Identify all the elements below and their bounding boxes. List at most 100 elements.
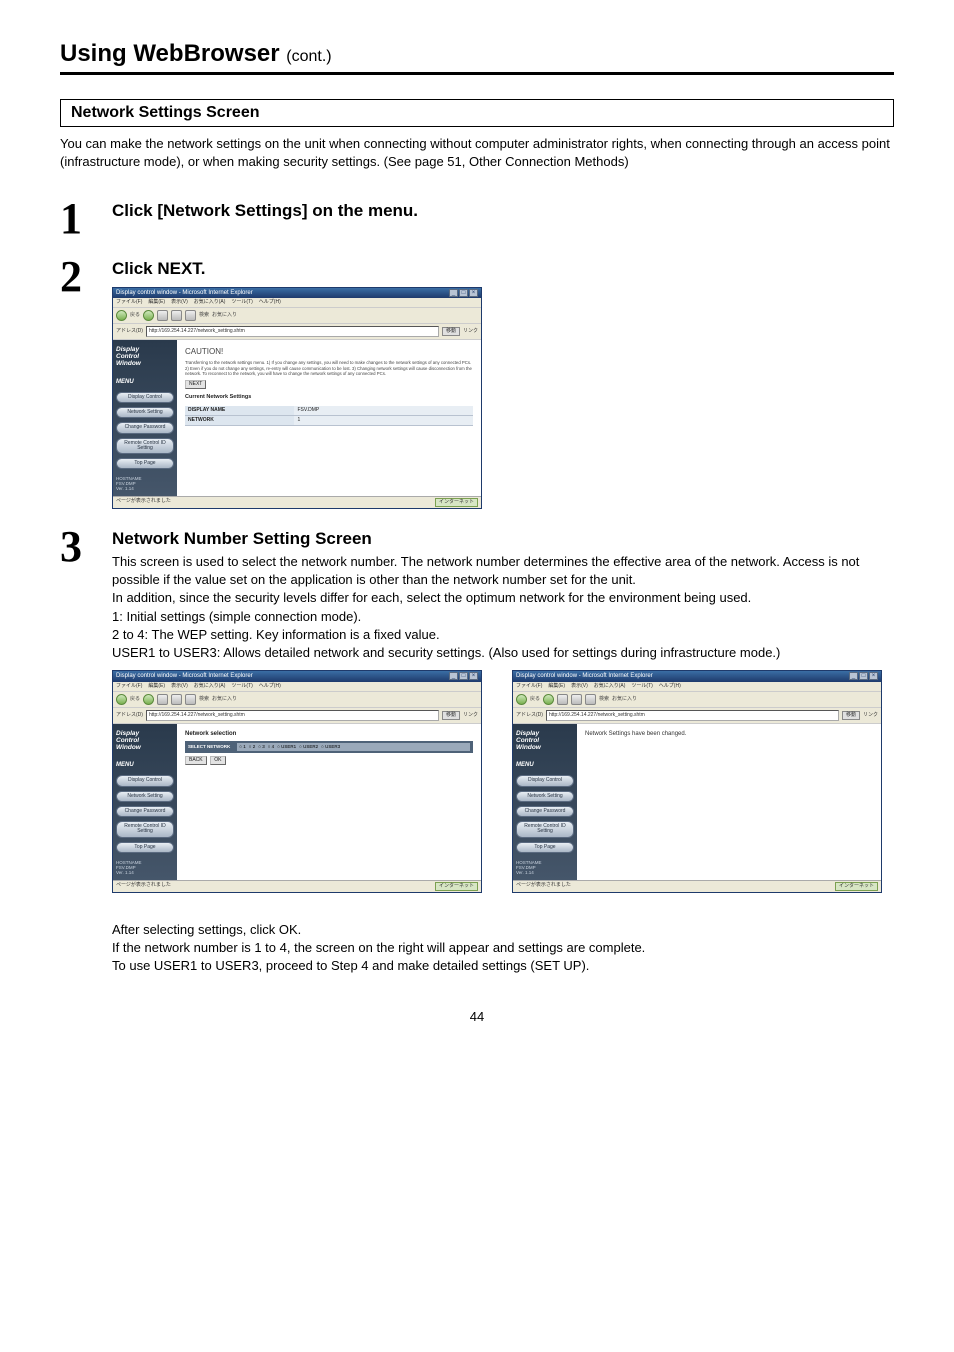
sidebar-item-remote-control[interactable]: Remote Control ID Setting bbox=[116, 821, 174, 838]
ok-button[interactable]: OK bbox=[210, 756, 225, 765]
network-option-3[interactable]: 3 bbox=[258, 744, 264, 750]
home-button[interactable] bbox=[185, 310, 196, 321]
back-button[interactable]: BACK bbox=[185, 756, 207, 765]
links-label[interactable]: リンク bbox=[463, 328, 478, 335]
network-option-1[interactable]: 1 bbox=[239, 744, 245, 750]
menu-tools[interactable]: ツール(T) bbox=[631, 683, 652, 690]
sidebar-item-network-setting[interactable]: Network Setting bbox=[116, 791, 174, 802]
back-button[interactable] bbox=[116, 694, 127, 705]
close-button[interactable]: × bbox=[469, 289, 478, 297]
menu-edit[interactable]: 編集(E) bbox=[548, 683, 565, 690]
network-option-user3[interactable]: USER3 bbox=[321, 744, 340, 750]
menu-help[interactable]: ヘルプ(H) bbox=[259, 683, 281, 690]
sidebar-item-top-page[interactable]: Top Page bbox=[516, 842, 574, 853]
sidebar-item-top-page[interactable]: Top Page bbox=[116, 458, 174, 469]
minimize-button[interactable]: _ bbox=[449, 672, 458, 680]
status-text: ページが表示されました bbox=[516, 882, 571, 891]
sidebar-item-display-control[interactable]: Display Control bbox=[116, 775, 174, 786]
sidebar-item-remote-control[interactable]: Remote Control ID Setting bbox=[116, 438, 174, 455]
ie-statusbar: ページが表示されました インターネット bbox=[113, 880, 481, 892]
back-label: 戻る bbox=[530, 696, 540, 703]
menu-edit[interactable]: 編集(E) bbox=[148, 683, 165, 690]
home-button[interactable] bbox=[185, 694, 196, 705]
links-label[interactable]: リンク bbox=[863, 712, 878, 719]
sidebar-item-top-page[interactable]: Top Page bbox=[116, 842, 174, 853]
menu-view[interactable]: 表示(V) bbox=[171, 683, 188, 690]
sidebar-item-change-password[interactable]: Change Password bbox=[116, 422, 174, 433]
ie-menubar[interactable]: ファイル(F) 編集(E) 表示(V) お気に入り(A) ツール(T) ヘルプ(… bbox=[113, 298, 481, 307]
refresh-button[interactable] bbox=[571, 694, 582, 705]
refresh-button[interactable] bbox=[171, 310, 182, 321]
go-button[interactable]: 移動 bbox=[442, 711, 460, 720]
network-option-user2[interactable]: USER2 bbox=[299, 744, 318, 750]
minimize-button[interactable]: _ bbox=[449, 289, 458, 297]
network-option-4[interactable]: 4 bbox=[268, 744, 274, 750]
status-text: ページが表示されました bbox=[116, 882, 171, 891]
menu-favorites[interactable]: お気に入り(A) bbox=[194, 299, 226, 306]
step-1-number: 1 bbox=[60, 199, 96, 239]
menu-help[interactable]: ヘルプ(H) bbox=[659, 683, 681, 690]
status-zone: インターネット bbox=[835, 882, 878, 891]
menu-file[interactable]: ファイル(F) bbox=[516, 683, 542, 690]
ie-sidebar: Display Control Window MENU Display Cont… bbox=[113, 724, 177, 880]
favorites-label[interactable]: お気に入り bbox=[212, 312, 237, 319]
forward-button[interactable] bbox=[143, 694, 154, 705]
home-button[interactable] bbox=[585, 694, 596, 705]
stop-button[interactable] bbox=[157, 310, 168, 321]
sidebar-item-display-control[interactable]: Display Control bbox=[516, 775, 574, 786]
minimize-button[interactable]: _ bbox=[849, 672, 858, 680]
ie-menubar[interactable]: ファイル(F) 編集(E) 表示(V) お気に入り(A) ツール(T) ヘルプ(… bbox=[513, 682, 881, 691]
stop-button[interactable] bbox=[157, 694, 168, 705]
sidebar-item-remote-control[interactable]: Remote Control ID Setting bbox=[516, 821, 574, 838]
favorites-label[interactable]: お気に入り bbox=[612, 696, 637, 703]
menu-file[interactable]: ファイル(F) bbox=[116, 683, 142, 690]
maximize-button[interactable]: □ bbox=[859, 672, 868, 680]
sidebar-item-change-password[interactable]: Change Password bbox=[516, 806, 574, 817]
back-button[interactable] bbox=[516, 694, 527, 705]
step-2: 2 Click NEXT. Display control window - M… bbox=[60, 257, 894, 509]
menu-favorites[interactable]: お気に入り(A) bbox=[194, 683, 226, 690]
address-input[interactable]: http://169.254.14.227/network_setting.sh… bbox=[146, 710, 439, 721]
menu-tools[interactable]: ツール(T) bbox=[231, 299, 252, 306]
maximize-button[interactable]: □ bbox=[459, 672, 468, 680]
search-label[interactable]: 検索 bbox=[599, 696, 609, 703]
page-title-main: Using WebBrowser bbox=[60, 40, 280, 67]
close-button[interactable]: × bbox=[869, 672, 878, 680]
ie-main-step3b: Network Settings have been changed. bbox=[577, 724, 881, 880]
sidebar-item-network-setting[interactable]: Network Setting bbox=[516, 791, 574, 802]
menu-favorites[interactable]: お気に入り(A) bbox=[594, 683, 626, 690]
ie-menubar[interactable]: ファイル(F) 編集(E) 表示(V) お気に入り(A) ツール(T) ヘルプ(… bbox=[113, 682, 481, 691]
address-input[interactable]: http://169.254.14.227/network_setting.sh… bbox=[546, 710, 839, 721]
menu-view[interactable]: 表示(V) bbox=[571, 683, 588, 690]
caution-body: Transferring to the network settings men… bbox=[185, 360, 473, 376]
menu-tools[interactable]: ツール(T) bbox=[231, 683, 252, 690]
forward-button[interactable] bbox=[143, 310, 154, 321]
menu-edit[interactable]: 編集(E) bbox=[148, 299, 165, 306]
select-network-options[interactable]: 1 2 3 4 USER1 USER2 USER3 bbox=[237, 743, 470, 751]
back-button[interactable] bbox=[116, 310, 127, 321]
next-button[interactable]: NEXT bbox=[185, 380, 206, 389]
ie-addressbar: アドレス(D) http://169.254.14.227/network_se… bbox=[113, 324, 481, 340]
menu-view[interactable]: 表示(V) bbox=[171, 299, 188, 306]
go-button[interactable]: 移動 bbox=[842, 711, 860, 720]
network-selection-heading: Network selection bbox=[185, 730, 473, 738]
search-label[interactable]: 検索 bbox=[199, 696, 209, 703]
close-button[interactable]: × bbox=[469, 672, 478, 680]
forward-button[interactable] bbox=[543, 694, 554, 705]
sidebar-item-change-password[interactable]: Change Password bbox=[116, 806, 174, 817]
sidebar-netinfo: HOSTNAME FSV.DMP Ver. 1.14 bbox=[116, 477, 174, 492]
go-button[interactable]: 移動 bbox=[442, 327, 460, 336]
network-option-user1[interactable]: USER1 bbox=[277, 744, 296, 750]
menu-help[interactable]: ヘルプ(H) bbox=[259, 299, 281, 306]
menu-file[interactable]: ファイル(F) bbox=[116, 299, 142, 306]
refresh-button[interactable] bbox=[171, 694, 182, 705]
network-option-2[interactable]: 2 bbox=[249, 744, 255, 750]
maximize-button[interactable]: □ bbox=[459, 289, 468, 297]
links-label[interactable]: リンク bbox=[463, 712, 478, 719]
favorites-label[interactable]: お気に入り bbox=[212, 696, 237, 703]
sidebar-item-display-control[interactable]: Display Control bbox=[116, 392, 174, 403]
sidebar-item-network-setting[interactable]: Network Setting bbox=[116, 407, 174, 418]
search-label[interactable]: 検索 bbox=[199, 312, 209, 319]
address-input[interactable]: http://169.254.14.227/network_setting.sh… bbox=[146, 326, 439, 337]
stop-button[interactable] bbox=[557, 694, 568, 705]
